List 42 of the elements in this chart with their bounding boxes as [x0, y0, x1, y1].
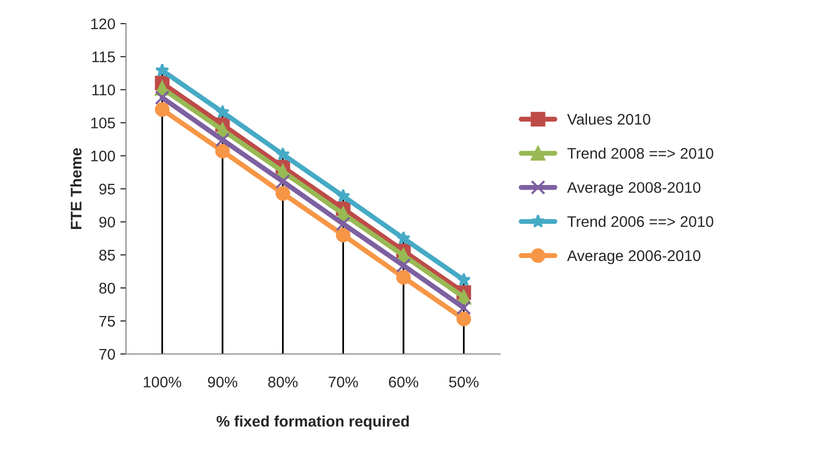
point [336, 216, 350, 232]
point [154, 102, 170, 117]
y-tick-label: 85 [99, 250, 115, 261]
y-axis-title: FTE Theme [70, 148, 82, 229]
point [396, 231, 410, 244]
point [456, 272, 471, 286]
y-tick-label: 100 [91, 150, 116, 162]
y-tick-label: 90 [99, 216, 115, 228]
point [276, 186, 290, 201]
x-tick-label: 60% [388, 376, 418, 388]
point [336, 228, 350, 242]
point [216, 104, 230, 118]
y-tick-label: 115 [92, 52, 115, 62]
legend-label: Average 2008-2010 [567, 182, 700, 196]
y-tick-label: 95 [99, 184, 115, 194]
y-tick-label: 105 [91, 118, 115, 128]
point [396, 270, 411, 285]
x-axis-title: % fixed formation required [216, 415, 409, 430]
legend-label: Average 2006-2010 [567, 250, 700, 264]
point [276, 174, 290, 189]
point [456, 312, 472, 326]
y-tick-label: 110 [92, 84, 116, 96]
point [155, 63, 170, 77]
point [396, 258, 411, 273]
y-tick-label: 80 [99, 282, 115, 294]
point [456, 300, 472, 316]
x-tick-label: 50% [449, 376, 479, 388]
legend-label: Trend 2006 ==> 2010 [567, 216, 714, 228]
point [154, 90, 170, 105]
y-tick-label: 120 [91, 18, 116, 30]
x-tick-label: 70% [328, 376, 358, 388]
x-tick-label: 100% [144, 376, 182, 388]
point [276, 147, 290, 161]
point [215, 144, 230, 158]
y-tick-label: 75 [99, 316, 115, 327]
legend-label: Values 2010 [567, 113, 650, 125]
y-tick-label: 70 [99, 348, 115, 360]
point [336, 188, 350, 202]
x-tick-label: 90% [208, 376, 238, 388]
point [215, 132, 230, 148]
legend-label: Trend 2008 ==> 2010 [567, 148, 714, 159]
x-tick-label: 80% [268, 376, 298, 388]
